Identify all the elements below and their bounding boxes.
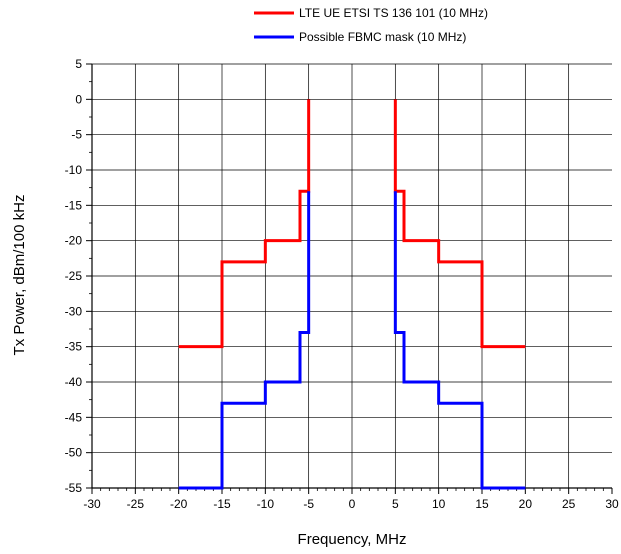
- axes: -30 -25 -20 -15 -10 -5 0 5 10 15 20 25 3050-5-10-15-…: [65, 57, 619, 511]
- fbmc-mask-line-left: [178, 191, 311, 490]
- y-axis-title: Tx Power, dBm/100 kHz: [11, 195, 28, 356]
- x-tick-label: -15: [213, 497, 231, 511]
- series-layer: [178, 99, 526, 490]
- y-tick-label: -35: [65, 340, 83, 354]
- y-tick-label: -45: [65, 410, 83, 424]
- x-axis-title: Frequency, MHz: [298, 531, 407, 548]
- y-tick-label: -20: [65, 234, 83, 248]
- x-tick-label: 30: [605, 497, 619, 511]
- x-tick-label: -30: [83, 497, 101, 511]
- y-tick-label: -25: [65, 269, 83, 283]
- y-tick-label: -30: [65, 304, 83, 318]
- legend-label-lte: LTE UE ETSI TS 136 101 (10 MHz): [299, 6, 488, 20]
- legend: LTE UE ETSI TS 136 101 (10 MHz) Possible …: [254, 6, 488, 44]
- x-tick-label: 15: [475, 497, 489, 511]
- lte-mask-line-right: [393, 99, 526, 349]
- fbmc-mask-line-right: [393, 191, 526, 490]
- x-tick-label: -5: [303, 497, 314, 511]
- y-tick-label: 5: [75, 57, 82, 71]
- y-tick-label: -55: [65, 481, 83, 495]
- y-tick-label: -40: [65, 375, 83, 389]
- legend-label-fbmc: Possible FBMC mask (10 MHz): [299, 30, 466, 44]
- x-tick-label: 10: [432, 497, 446, 511]
- y-tick-label: -10: [65, 163, 83, 177]
- y-tick-label: 0: [75, 92, 82, 106]
- y-tick-label: -15: [65, 198, 83, 212]
- x-tick-label: 20: [519, 497, 533, 511]
- x-tick-label: 25: [562, 497, 576, 511]
- grid: [92, 63, 612, 488]
- y-tick-label: -5: [71, 128, 82, 142]
- x-tick-label: -20: [170, 497, 188, 511]
- x-tick-label: 0: [349, 497, 356, 511]
- x-tick-label: -25: [127, 497, 145, 511]
- x-tick-label: -10: [257, 497, 275, 511]
- x-tick-label: 5: [392, 497, 399, 511]
- y-tick-label: -50: [65, 446, 83, 460]
- lte-mask-line-left: [178, 99, 311, 349]
